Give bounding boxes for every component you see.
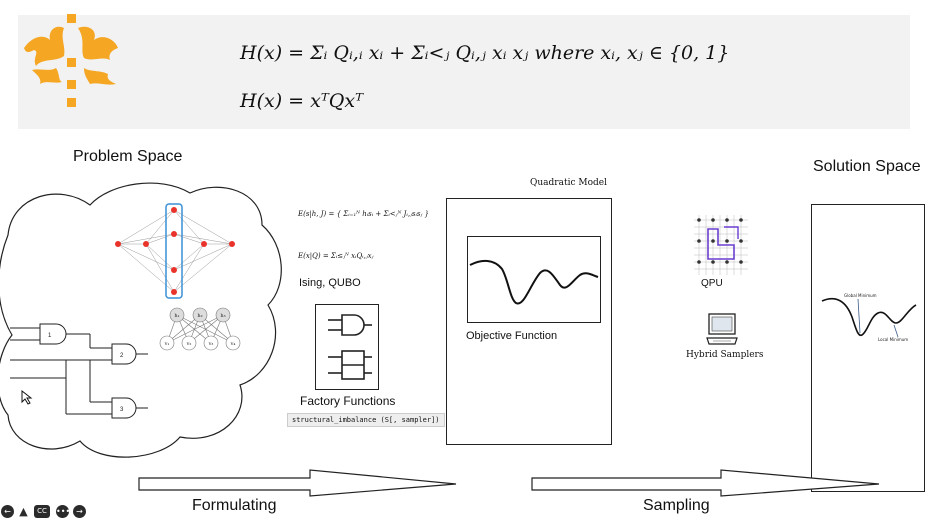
structural-imbalance-code: structural_imbalance (S[, sampler]) (287, 413, 445, 427)
sampling-arrow (531, 469, 880, 497)
more-options-icon[interactable]: ••• (56, 505, 71, 518)
qpu-chip-icon (694, 215, 748, 275)
closed-captions-icon[interactable]: CC (34, 505, 50, 518)
next-slide-icon[interactable]: → (73, 505, 86, 518)
gate-label: 1 (48, 333, 52, 339)
rbm-hidden-label: h₂ (197, 313, 202, 319)
rbm-visible-label: v₄ (230, 341, 236, 347)
hamiltonian-formula-line2: H(x) = xᵀQxᵀ (240, 90, 364, 112)
logic-gates-icon (328, 314, 372, 380)
rbm-hidden-label: h₁ (174, 313, 179, 319)
neural-network-diagram (115, 203, 235, 299)
qubo-equation: E(x|Q) = Σᵢ≤ⱼᴺ xᵢQᵢ,ⱼxⱼ (298, 252, 374, 260)
rbm-visible-label: v₁ (164, 341, 170, 347)
gate-label: 3 (120, 407, 124, 413)
hybrid-samplers-label: Hybrid Samplers (686, 350, 764, 360)
local-minimum-label: Local Minimum (878, 337, 908, 342)
university-flame-logo-icon (24, 14, 118, 107)
problem-space-heading: Problem Space (73, 148, 183, 165)
solution-space-panel: Global Minimum Local Minimum (811, 204, 925, 492)
formula-banner (18, 15, 910, 129)
qpu-label: QPU (701, 278, 723, 289)
boltzmann-machine-diagram: h₁ h₂ h₃ v₁ v₂ v₃ v₄ (159, 307, 241, 351)
quadratic-model-heading: Quadratic Model (530, 178, 607, 188)
hamiltonian-formula-line1: H(x) = Σᵢ Qᵢ,ᵢ xᵢ + Σᵢ<ⱼ Qᵢ,ⱼ xᵢ xⱼ wher… (240, 42, 730, 64)
gate-label: 2 (120, 353, 124, 359)
problem-space-cloud (0, 182, 282, 458)
factory-gates-box (315, 304, 379, 390)
rbm-visible-label: v₂ (186, 341, 192, 347)
formulating-label: Formulating (192, 497, 277, 514)
ising-equation: E(s|h, J) = { Σᵢ₌₁ᴺ hᵢsᵢ + Σᵢ<ⱼᴺ Jᵢ,ⱼsᵢs… (298, 210, 430, 218)
solution-space-heading: Solution Space (813, 158, 921, 175)
objective-function-label: Objective Function (466, 330, 558, 342)
rbm-visible-label: v₃ (208, 341, 214, 347)
energy-landscape-curve: Global Minimum Local Minimum (821, 293, 917, 342)
objective-function-plot (467, 236, 601, 323)
mouse-cursor-icon (21, 390, 33, 405)
global-minimum-label: Global Minimum (844, 293, 877, 298)
rbm-hidden-label: h₃ (220, 313, 225, 319)
logic-circuit-diagram: 1 2 3 (10, 323, 148, 419)
sampling-label: Sampling (643, 497, 710, 514)
ising-qubo-label: Ising, QUBO (299, 277, 361, 289)
factory-functions-label: Factory Functions (300, 394, 396, 408)
formulating-arrow (138, 469, 457, 497)
computer-terminal-icon (706, 313, 738, 345)
objective-function-curve (469, 259, 599, 305)
prev-slide-icon[interactable]: ← (1, 505, 14, 518)
annotate-icon[interactable]: ▲ (19, 505, 28, 518)
